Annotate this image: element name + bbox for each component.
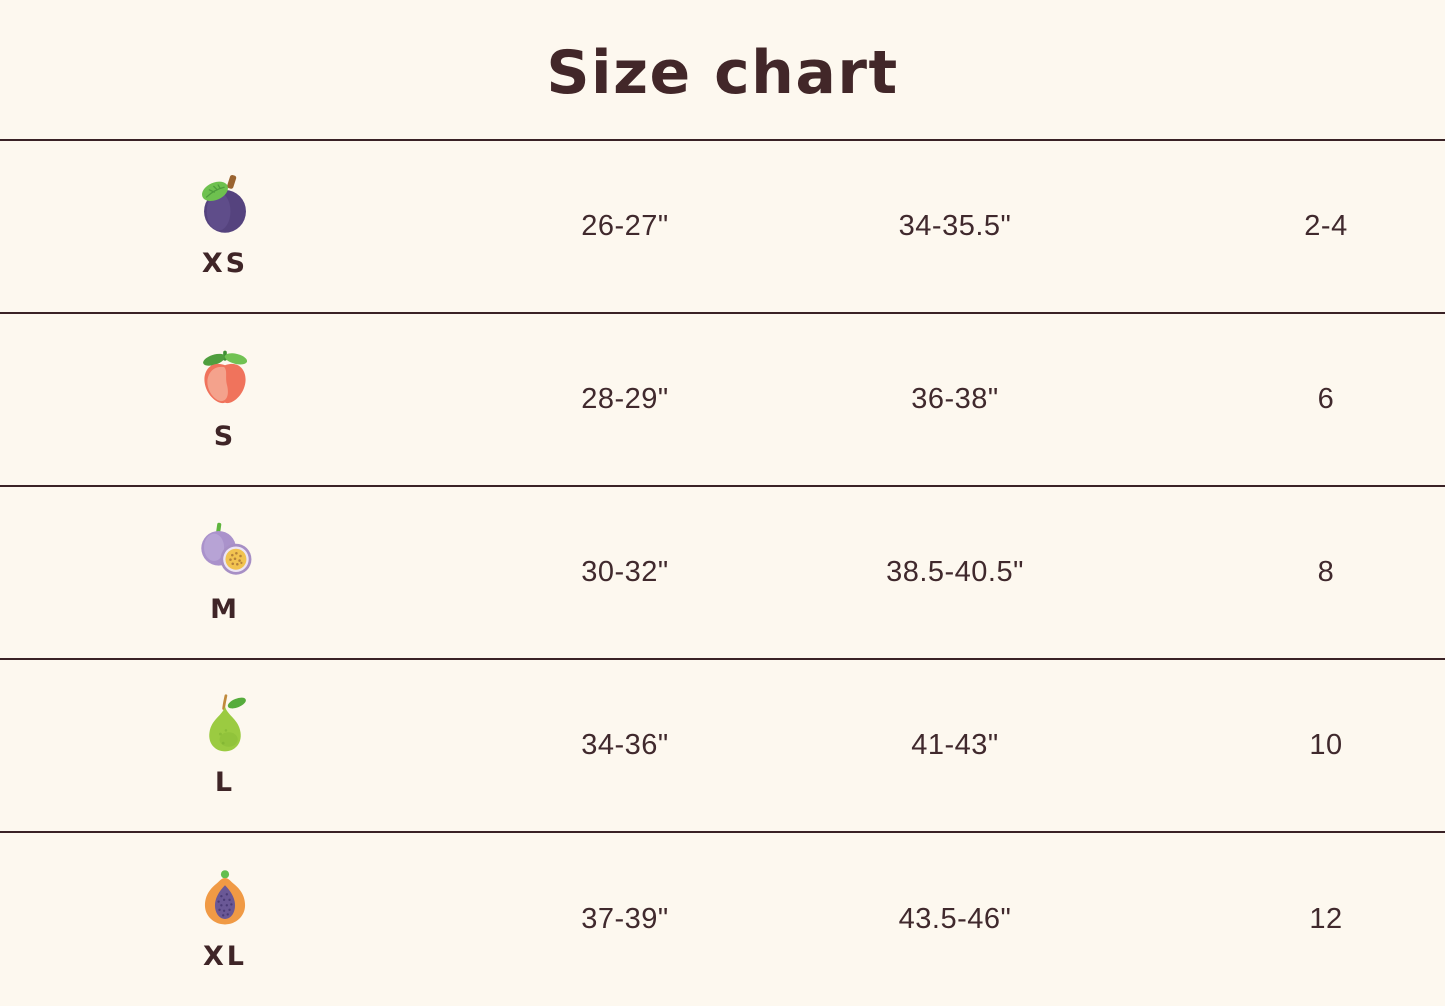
plum-icon bbox=[195, 174, 255, 236]
table-row: L 34-36" 41-43" 10 bbox=[0, 660, 1445, 833]
size-label: M bbox=[210, 594, 240, 625]
measurement-range-1: 37-39" bbox=[581, 903, 669, 935]
measurement-range-2: 43.5-46" bbox=[898, 903, 1012, 935]
numeric-size: 6 bbox=[1317, 383, 1335, 415]
measurement-range-2: 38.5-40.5" bbox=[886, 556, 1024, 588]
measurement-range-1: 28-29" bbox=[581, 383, 669, 415]
numeric-size: 2-4 bbox=[1304, 210, 1348, 242]
size-cell: L bbox=[0, 693, 450, 798]
numeric-size: 12 bbox=[1309, 903, 1343, 935]
measurement-range-1: 30-32" bbox=[581, 556, 669, 588]
size-cell: XS bbox=[0, 174, 450, 279]
table-row: M 30-32" 38.5-40.5" 8 bbox=[0, 487, 1445, 660]
size-cell: S bbox=[0, 347, 450, 452]
size-label: L bbox=[214, 767, 236, 798]
peach-icon bbox=[195, 347, 255, 409]
size-cell: M bbox=[0, 520, 450, 625]
papaya-icon bbox=[195, 867, 255, 929]
size-label: XS bbox=[201, 248, 249, 279]
size-label: S bbox=[213, 421, 237, 452]
size-label: XL bbox=[202, 941, 248, 972]
table-row: S 28-29" 36-38" 6 bbox=[0, 314, 1445, 487]
measurement-range-2: 34-35.5" bbox=[898, 210, 1012, 242]
size-cell: XL bbox=[0, 867, 450, 972]
numeric-size: 10 bbox=[1309, 729, 1343, 761]
numeric-size: 8 bbox=[1317, 556, 1335, 588]
table-row: XL 37-39" 43.5-46" 12 bbox=[0, 833, 1445, 1006]
measurement-range-2: 36-38" bbox=[911, 383, 999, 415]
measurement-range-2: 41-43" bbox=[911, 729, 999, 761]
measurement-range-1: 34-36" bbox=[581, 729, 669, 761]
measurement-range-1: 26-27" bbox=[581, 210, 669, 242]
table-row: XS 26-27" 34-35.5" 2-4 bbox=[0, 141, 1445, 314]
passion-fruit-icon bbox=[195, 520, 255, 582]
pear-icon bbox=[195, 693, 255, 755]
title-section: Size chart bbox=[0, 0, 1445, 141]
page-title: Size chart bbox=[546, 37, 899, 108]
size-chart-table: XS 26-27" 34-35.5" 2-4 S 28-29" 36-38" 6 M 30-3… bbox=[0, 141, 1445, 1006]
